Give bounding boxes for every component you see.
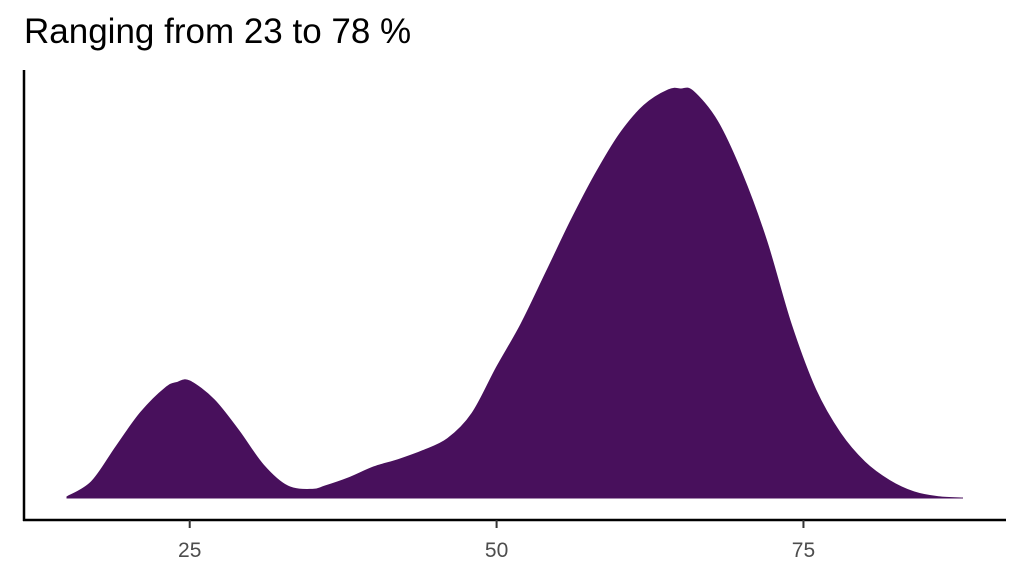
x-ticks: 25 50 75 [178,520,815,562]
density-area-layer [66,87,964,499]
x-tick-label-75: 75 [792,539,815,562]
chart-title: Ranging from 23 to 78 % [24,12,412,51]
x-tick-label-50: 50 [485,539,508,562]
x-tick-label-25: 25 [178,539,201,562]
density-area [66,87,964,499]
